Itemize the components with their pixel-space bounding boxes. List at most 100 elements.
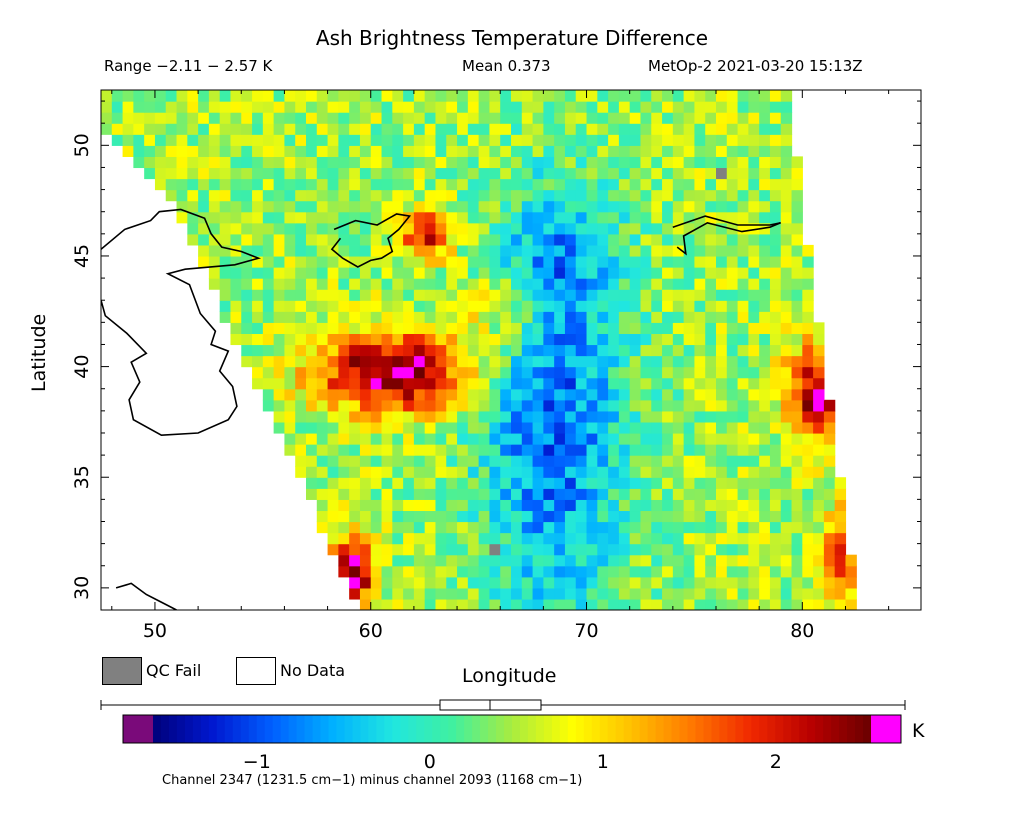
heatmap-cell [511,598,523,610]
heatmap-cell [769,322,782,334]
heatmap-cell [554,90,566,102]
heatmap-cell [629,344,642,357]
heatmap-cell [651,189,663,202]
heatmap-cell [262,244,275,257]
heatmap-cell [813,455,825,467]
heatmap-cell [672,123,685,135]
heatmap-cell [122,112,134,124]
heatmap-cell [446,388,458,401]
heatmap-cell [273,90,286,102]
heatmap-cell [845,565,857,578]
heatmap-cell [651,322,663,334]
heatmap-cell [338,222,350,235]
colorbar-segment [607,715,617,743]
heatmap-cell [791,521,803,534]
heatmap-cell [446,510,458,523]
heatmap-cell [446,532,458,545]
heatmap-cell [597,189,609,202]
heatmap-cell [413,344,426,357]
heatmap-cell [618,598,631,610]
heatmap-cell [748,499,760,512]
heatmap-cell [726,344,739,357]
heatmap-cell [748,333,760,346]
heatmap-cell [597,322,609,334]
heatmap-cell [629,255,642,268]
coastline-caspian [101,208,262,437]
heatmap-cell [435,444,447,456]
heatmap-cell [737,587,749,600]
heatmap-cell [392,156,404,169]
heatmap-cell [813,543,825,556]
heatmap-cell [521,300,534,312]
heatmap-cell [413,178,426,191]
heatmap-cell [683,90,696,102]
heatmap-cell [802,399,814,412]
heatmap-cell [511,311,523,323]
heatmap-cell [618,565,631,578]
heatmap-cell [748,366,760,379]
heatmap-cell [327,333,339,346]
heatmap-cell [413,311,426,323]
colorbar-segment [240,715,250,743]
heatmap-cell [716,499,728,512]
heatmap-cell [726,322,739,334]
heatmap-cell [252,289,264,301]
heatmap-cell [726,510,739,523]
heatmap-cell [262,189,275,202]
range-slider[interactable] [100,699,906,711]
heatmap-cell [198,101,210,113]
heatmap-cell [230,289,242,301]
heatmap-cell [769,399,782,412]
heatmap-cell [500,145,512,157]
heatmap-cell [413,255,426,268]
heatmap-cell [769,112,782,124]
heatmap-cell [370,565,383,578]
heatmap-cell [413,499,426,512]
heatmap-cell [629,477,642,489]
heatmap-cell [489,366,501,379]
heatmap-cell [446,112,458,124]
heatmap-cell [780,477,793,489]
heatmap-cell [780,322,793,334]
heatmap-cell [511,278,523,290]
heatmap-cell [769,278,782,290]
heatmap-cell [511,421,523,434]
heatmap-cell [230,123,242,135]
heatmap-cell [694,399,706,412]
heatmap-cell [845,587,857,600]
heatmap-cell [564,322,577,334]
heatmap-cell [532,123,544,135]
heatmap-cell [316,322,329,334]
heatmap-cell [759,278,771,290]
heatmap-cell [608,200,620,213]
heatmap-cell [413,322,426,334]
heatmap-cell [424,344,437,357]
heatmap-cell [446,178,458,191]
heatmap-cell [629,466,642,478]
heatmap-cell [241,101,253,113]
heatmap-cell [435,200,447,213]
heatmap-cell [651,289,663,301]
heatmap-cell [651,543,663,556]
heatmap-cell [629,145,642,157]
heatmap-cell [683,278,696,290]
heatmap-cell [532,189,544,202]
heatmap-cell [802,455,814,467]
heatmap-cell [273,322,286,334]
heatmap-cell [511,554,523,567]
heatmap-cell [802,543,814,556]
heatmap-cell [683,510,696,523]
heatmap-cell [511,532,523,545]
heatmap-cell [597,576,609,589]
heatmap-cell [521,101,534,113]
heatmap-cell [446,521,458,534]
heatmap-cell [457,233,469,246]
heatmap-cell [392,455,404,467]
heatmap-cell [295,355,307,368]
heatmap-cell [295,322,307,334]
heatmap-cell [349,167,361,180]
heatmap-cell [349,421,361,434]
heatmap-cell [435,355,447,368]
heatmap-cell [392,554,404,567]
heatmap-cell [651,399,663,412]
